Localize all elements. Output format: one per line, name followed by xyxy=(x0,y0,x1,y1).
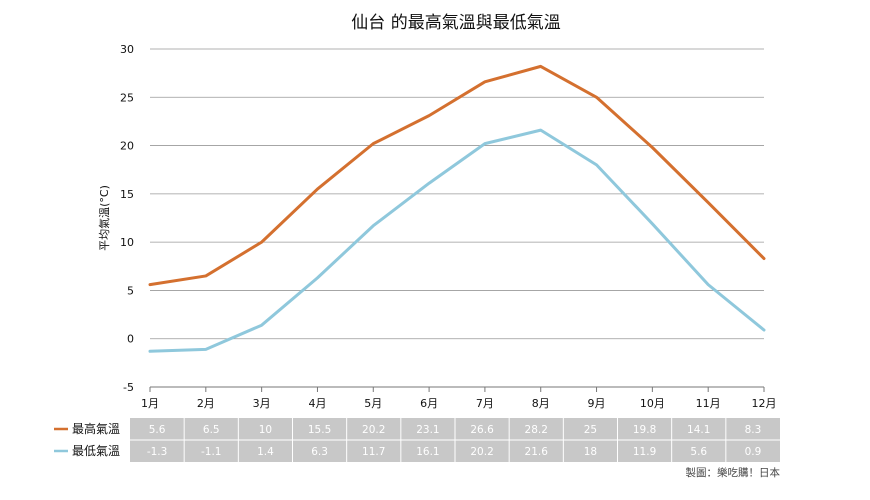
y-tick-label: 10 xyxy=(120,236,134,249)
gridlines xyxy=(150,48,764,388)
table-cell: 19.8 xyxy=(633,424,656,436)
table-cell: 20.2 xyxy=(470,446,493,458)
table-cell: 5.6 xyxy=(149,424,166,436)
y-axis-label: 平均氣溫(°C) xyxy=(97,185,111,251)
x-tick-label: 6月 xyxy=(420,397,438,410)
x-tick-label: 5月 xyxy=(364,397,382,410)
table-cell: 6.5 xyxy=(203,424,220,436)
y-tick-labels: -5 0 5 10 15 20 25 30 xyxy=(120,43,134,394)
x-tick-labels: 1月 2月 3月 4月 5月 6月 7月 8月 9月 10月 11月 12月 xyxy=(141,387,777,410)
credit-text: 製圖：樂吃購！日本 xyxy=(686,466,781,479)
table-cell: 21.6 xyxy=(525,446,549,458)
series-lines xyxy=(148,64,766,353)
table-cell: 15.5 xyxy=(308,424,331,436)
series-line-high xyxy=(148,64,766,287)
x-tick-label: 10月 xyxy=(640,397,665,410)
y-tick-label: 5 xyxy=(127,284,134,297)
x-tick-label: 9月 xyxy=(588,397,606,410)
x-tick-label: 4月 xyxy=(308,397,326,410)
legend-entry: 最高氣溫 xyxy=(72,421,120,436)
y-tick-label: 25 xyxy=(120,91,134,104)
table-cell: 14.1 xyxy=(687,424,710,436)
table-cell: 6.3 xyxy=(311,446,328,458)
x-tick-label: 3月 xyxy=(253,397,271,410)
table-cell: 0.9 xyxy=(745,446,762,458)
x-tick-label: 7月 xyxy=(476,397,494,410)
x-tick-label: 2月 xyxy=(197,397,215,410)
y-tick-label: 15 xyxy=(120,188,134,201)
data-table: 最高氣溫 5.6 6.5 10 15.5 20.2 23.1 26.6 28.2 25 19.8 14… xyxy=(54,418,780,462)
table-cell: 20.2 xyxy=(362,424,385,436)
x-tick-label: 11月 xyxy=(696,397,721,410)
legend-entry: 最低氣溫 xyxy=(72,444,120,458)
table-cell: 26.6 xyxy=(470,424,494,436)
y-tick-label: 30 xyxy=(120,43,134,56)
table-cell: 28.2 xyxy=(525,424,548,436)
x-tick-label: 8月 xyxy=(532,397,550,410)
series-line-low xyxy=(148,128,766,353)
x-tick-label: 12月 xyxy=(752,397,777,410)
chart-title: 仙台 的最高氣溫與最低氣溫 xyxy=(351,13,560,33)
table-cell: -1.3 xyxy=(147,446,168,458)
table-cell: 8.3 xyxy=(745,424,762,436)
table-cell: 11.9 xyxy=(633,446,656,458)
y-tick-label: 0 xyxy=(127,333,134,346)
table-cell: 18 xyxy=(584,446,597,458)
y-tick-label: -5 xyxy=(123,381,134,394)
table-cell: 25 xyxy=(584,424,597,436)
table-cell: 16.1 xyxy=(416,446,439,458)
table-cell: 23.1 xyxy=(416,424,439,436)
x-tick-label: 1月 xyxy=(141,397,159,410)
y-tick-label: 20 xyxy=(120,140,134,153)
table-cell: 10 xyxy=(259,424,272,436)
table-cell: 1.4 xyxy=(257,446,274,458)
table-cell: 5.6 xyxy=(690,446,707,458)
table-cell: -1.1 xyxy=(201,446,222,458)
table-cell: 11.7 xyxy=(362,446,385,458)
